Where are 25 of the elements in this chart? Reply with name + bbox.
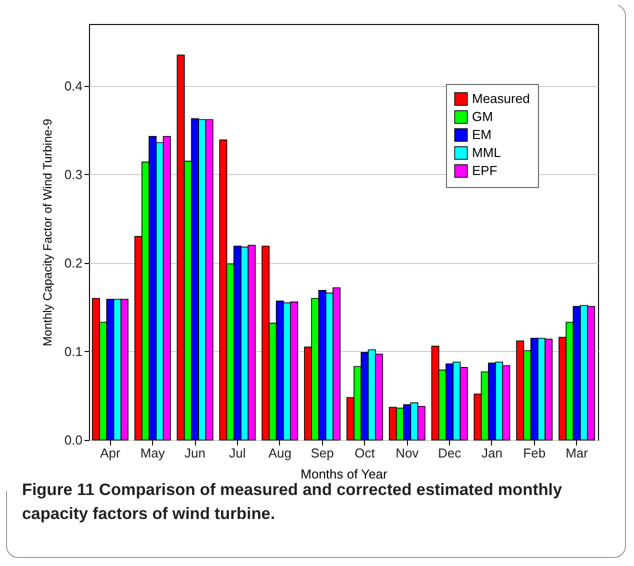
x-tick-label: Dec [438, 446, 462, 460]
legend-label: EPF [472, 163, 498, 178]
x-tick-label: Feb [523, 446, 546, 460]
y-axis-title: Monthly Capacity Factor of Wind Turbine-9 [40, 118, 54, 346]
x-tick-label: Nov [396, 446, 420, 460]
x-tick-label: Oct [354, 446, 376, 460]
legend-label: EM [472, 127, 492, 142]
x-tick-label: Sep [310, 446, 334, 460]
legend-label: Measured [472, 91, 530, 106]
x-tick-label: Aug [268, 446, 292, 460]
y-tick-label: 0.4 [64, 78, 82, 94]
legend-label: GM [472, 109, 493, 124]
y-tick-label: 0.1 [64, 344, 82, 359]
legend-label: MML [472, 145, 501, 160]
x-tick-label: Jun [184, 446, 206, 460]
x-tick-label: Jul [229, 446, 246, 460]
x-tick-label: Apr [100, 446, 121, 460]
x-axis-title: Months of Year [300, 466, 388, 482]
y-tick-label: 0.0 [64, 432, 82, 448]
y-tick-label: 0.2 [64, 255, 82, 270]
x-tick-label: May [140, 446, 166, 460]
caption: Figure 11 Comparison of measured and corrected estimated monthly capacity factors of wind turbine. [22, 480, 564, 525]
x-tick-label: Mar [566, 446, 589, 460]
y-tick-label: 0.3 [64, 166, 82, 182]
x-tick-label: Jan [481, 446, 502, 460]
